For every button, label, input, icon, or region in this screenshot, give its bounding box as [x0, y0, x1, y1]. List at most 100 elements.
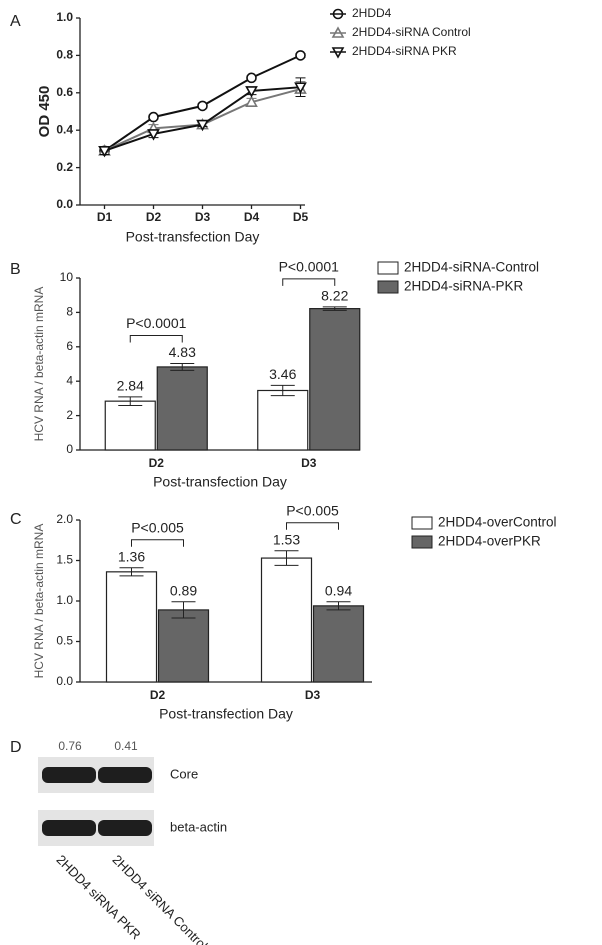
- value-label: 8.22: [321, 288, 348, 304]
- marker: [196, 119, 209, 132]
- panel-label: B: [10, 261, 21, 278]
- significance-bracket: [129, 334, 183, 343]
- y-tick-label: 0.0: [56, 197, 73, 211]
- x-axis-title: Post-transfection Day: [153, 474, 287, 490]
- y-tick-label: 1.0: [56, 10, 73, 24]
- marker: [294, 82, 307, 94]
- x-tick-label: D1: [97, 210, 113, 224]
- y-tick-label: 0.0: [56, 674, 73, 688]
- y-tick-label: 1.5: [56, 553, 73, 567]
- legend-label: 2HDD4: [352, 6, 392, 20]
- y-tick-label: 8: [66, 305, 73, 319]
- marker: [147, 129, 160, 141]
- band-label: beta-actin: [170, 819, 227, 834]
- legend-label: 2HDD4-siRNA-Control: [404, 260, 539, 275]
- bar: [157, 609, 210, 683]
- y-axis-title: HCV RNA / beta-actin mRNA: [32, 287, 46, 442]
- y-tick-label: 0.5: [56, 634, 73, 648]
- error-bar: [170, 362, 195, 371]
- value-label: 0.94: [325, 583, 352, 599]
- legend-swatch: [377, 261, 399, 275]
- significance-label: P<0.005: [131, 519, 184, 535]
- significance-bracket: [131, 539, 184, 547]
- significance-bracket: [282, 278, 336, 286]
- y-tick-label: 6: [66, 339, 73, 353]
- error-bar: [171, 601, 196, 619]
- panel-label: A: [10, 13, 21, 30]
- bar: [260, 557, 313, 683]
- panel-label: D: [10, 739, 22, 756]
- legend-swatch: [377, 280, 399, 294]
- blot-band: [98, 767, 152, 783]
- marker: [245, 95, 258, 107]
- marker: [295, 50, 306, 61]
- blot-band: [98, 820, 152, 836]
- marker: [148, 111, 159, 123]
- y-tick-label: 0.8: [56, 48, 73, 62]
- x-tick-label: D3: [305, 688, 321, 702]
- error-bar: [274, 550, 299, 566]
- y-tick-label: 0: [66, 442, 73, 456]
- bar: [309, 308, 361, 451]
- y-tick-label: 2: [66, 408, 73, 422]
- marker: [245, 86, 258, 98]
- error-bar: [322, 306, 347, 311]
- significance-label: P<0.0001: [279, 259, 340, 275]
- value-label: 0.89: [170, 583, 197, 599]
- y-tick-label: 10: [60, 270, 74, 284]
- x-tick-label: D2: [149, 456, 165, 470]
- significance-bracket: [286, 522, 339, 530]
- marker: [98, 145, 111, 158]
- x-axis-title: Post-transfection Day: [126, 229, 260, 245]
- y-axis-title: OD 450: [36, 86, 53, 138]
- error-bar: [118, 396, 143, 406]
- marker: [246, 72, 257, 84]
- value-label: 1.36: [118, 548, 145, 564]
- legend-swatch: [411, 516, 433, 530]
- significance-label: P<0.005: [286, 502, 339, 518]
- panel-label: C: [10, 511, 22, 528]
- legend-label: 2HDD4-siRNA PKR: [352, 44, 457, 58]
- x-tick-label: D2: [146, 210, 162, 224]
- bar: [156, 366, 208, 451]
- y-tick-label: 4: [66, 373, 73, 387]
- legend-label: 2HDD4-overPKR: [438, 534, 541, 549]
- y-tick-label: 0.2: [56, 160, 73, 174]
- legend-label: 2HDD4-siRNA Control: [352, 25, 471, 39]
- legend-marker: [330, 26, 346, 38]
- bar: [105, 571, 158, 683]
- error-bar: [270, 384, 295, 397]
- legend-swatch: [411, 535, 433, 549]
- legend-marker: [330, 47, 346, 59]
- y-tick-label: 1.0: [56, 593, 73, 607]
- error-bar: [119, 567, 144, 577]
- legend-marker: [330, 8, 346, 20]
- blot-band: [42, 767, 96, 783]
- y-tick-label: 2.0: [56, 512, 73, 526]
- value-label: 4.83: [169, 344, 196, 360]
- bar: [312, 605, 365, 683]
- marker: [197, 100, 208, 112]
- x-tick-label: D5: [293, 210, 309, 224]
- legend-label: 2HDD4-siRNA-PKR: [404, 279, 524, 294]
- value-label: 3.46: [269, 366, 296, 382]
- legend-label: 2HDD4-overControl: [438, 515, 557, 530]
- error-bar: [326, 601, 351, 611]
- y-tick-label: 0.4: [56, 122, 73, 136]
- y-tick-label: 0.6: [56, 85, 73, 99]
- bar: [104, 400, 156, 451]
- y-axis-title: HCV RNA / beta-actin mRNA: [32, 524, 46, 679]
- x-tick-label: D3: [195, 210, 211, 224]
- densitometry-value: 0.76: [58, 739, 82, 753]
- blot-band: [42, 820, 96, 836]
- x-tick-label: D3: [301, 456, 317, 470]
- bar: [257, 389, 309, 451]
- value-label: 1.53: [273, 531, 300, 547]
- x-tick-label: D2: [150, 688, 166, 702]
- band-label: Core: [170, 766, 198, 781]
- x-axis-title: Post-transfection Day: [159, 706, 293, 722]
- value-label: 2.84: [117, 378, 144, 394]
- significance-label: P<0.0001: [126, 315, 187, 331]
- densitometry-value: 0.41: [114, 739, 138, 753]
